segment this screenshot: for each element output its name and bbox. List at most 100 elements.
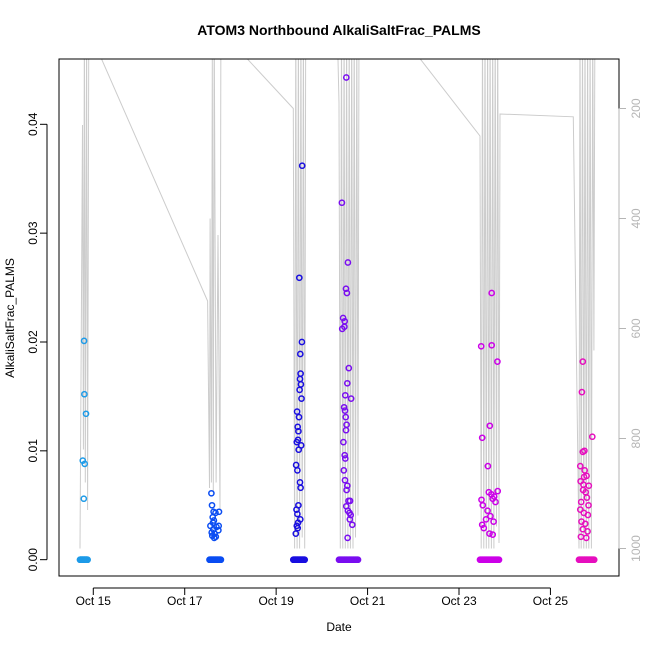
x-tick-label: Oct 17 [167, 594, 203, 608]
data-point [492, 498, 499, 506]
y-tick-label: 0.04 [26, 112, 40, 136]
data-point [348, 521, 356, 529]
x-tick-label: Oct 19 [258, 594, 294, 608]
data-point [494, 487, 502, 495]
data-point [80, 337, 88, 345]
data-point [482, 516, 490, 523]
data-point [354, 556, 362, 564]
data-point [341, 391, 349, 399]
data-point [490, 518, 497, 525]
flight-1-points [76, 337, 91, 564]
flight-5-points [476, 289, 503, 564]
data-point [344, 259, 352, 266]
data-point [343, 482, 351, 490]
data-point [477, 342, 485, 350]
y-tick-label: 0.02 [26, 330, 40, 354]
data-point [479, 501, 487, 509]
data-point [346, 497, 354, 505]
data-point [484, 462, 492, 470]
data-point [295, 427, 302, 435]
data-point [301, 556, 309, 564]
y-axis-label: AlkaliSaltFrac_PALMS [3, 258, 17, 378]
data-point [582, 534, 590, 542]
data-point [478, 434, 486, 442]
data-point [484, 507, 491, 515]
data-point [576, 506, 584, 513]
y-tick-label: 0.03 [26, 221, 40, 245]
data-point [295, 446, 303, 454]
data-point [577, 498, 585, 506]
data-point [494, 358, 501, 365]
y2-tick-label: 1000 [629, 535, 643, 562]
data-point [588, 433, 596, 441]
data-point [80, 495, 88, 503]
data-point [339, 314, 347, 322]
data-point [340, 467, 348, 474]
data-point [346, 516, 354, 523]
data-point [297, 484, 304, 492]
data-point [338, 199, 346, 207]
data-point [295, 274, 303, 282]
data-point [478, 521, 486, 529]
y-tick-label: 0.01 [26, 439, 40, 463]
chart-title: ATOM3 Northbound AlkaliSaltFrac_PALMS [197, 22, 480, 38]
data-point [347, 395, 355, 402]
altitude-trace-layer [79, 59, 596, 549]
data-point [486, 422, 494, 430]
data-point [215, 526, 222, 534]
data-point [81, 460, 89, 468]
flight-2-points [206, 489, 225, 564]
data-point [294, 524, 302, 532]
data-point [585, 501, 592, 509]
data-point [489, 531, 497, 538]
data-point [581, 467, 589, 474]
data-point [578, 388, 586, 396]
y2-tick-label: 600 [629, 318, 643, 338]
data-point [293, 408, 301, 415]
data-point [488, 341, 496, 349]
data-point [341, 323, 348, 331]
data-point [215, 508, 223, 516]
data-point [486, 530, 493, 537]
flight-3-points [289, 162, 309, 564]
data-point [583, 472, 590, 480]
data-point [292, 530, 300, 537]
data-point [298, 338, 306, 346]
data-point [342, 426, 350, 434]
data-point [344, 534, 351, 542]
data-point [293, 438, 301, 446]
y2-tick-label: 200 [629, 98, 643, 118]
y-tick-label: 0.00 [26, 548, 40, 572]
data-point [298, 395, 305, 402]
data-point [296, 386, 303, 394]
data-point [340, 438, 347, 446]
data-point [217, 556, 225, 564]
data-point [576, 462, 584, 470]
x-tick-label: Oct 15 [76, 594, 112, 608]
data-point [341, 476, 349, 484]
data-point [340, 403, 348, 411]
data-point [342, 285, 350, 293]
x-tick-label: Oct 25 [533, 594, 569, 608]
data-points-layer [76, 74, 598, 564]
data-point [487, 512, 494, 520]
data-point [208, 501, 216, 509]
data-point [341, 407, 349, 414]
data-point [584, 511, 592, 519]
data-point [298, 162, 306, 170]
x-axis-label: Date [326, 620, 352, 634]
data-point [296, 350, 304, 358]
data-point [579, 358, 587, 365]
data-point [294, 467, 301, 474]
data-point [294, 510, 301, 518]
data-point [488, 289, 496, 297]
data-point [84, 556, 91, 564]
data-point [341, 455, 349, 462]
data-point [81, 390, 88, 398]
data-point [590, 556, 598, 564]
flight-6-points [575, 358, 598, 564]
data-point [341, 451, 349, 459]
data-point [342, 413, 350, 421]
data-point [343, 486, 350, 494]
